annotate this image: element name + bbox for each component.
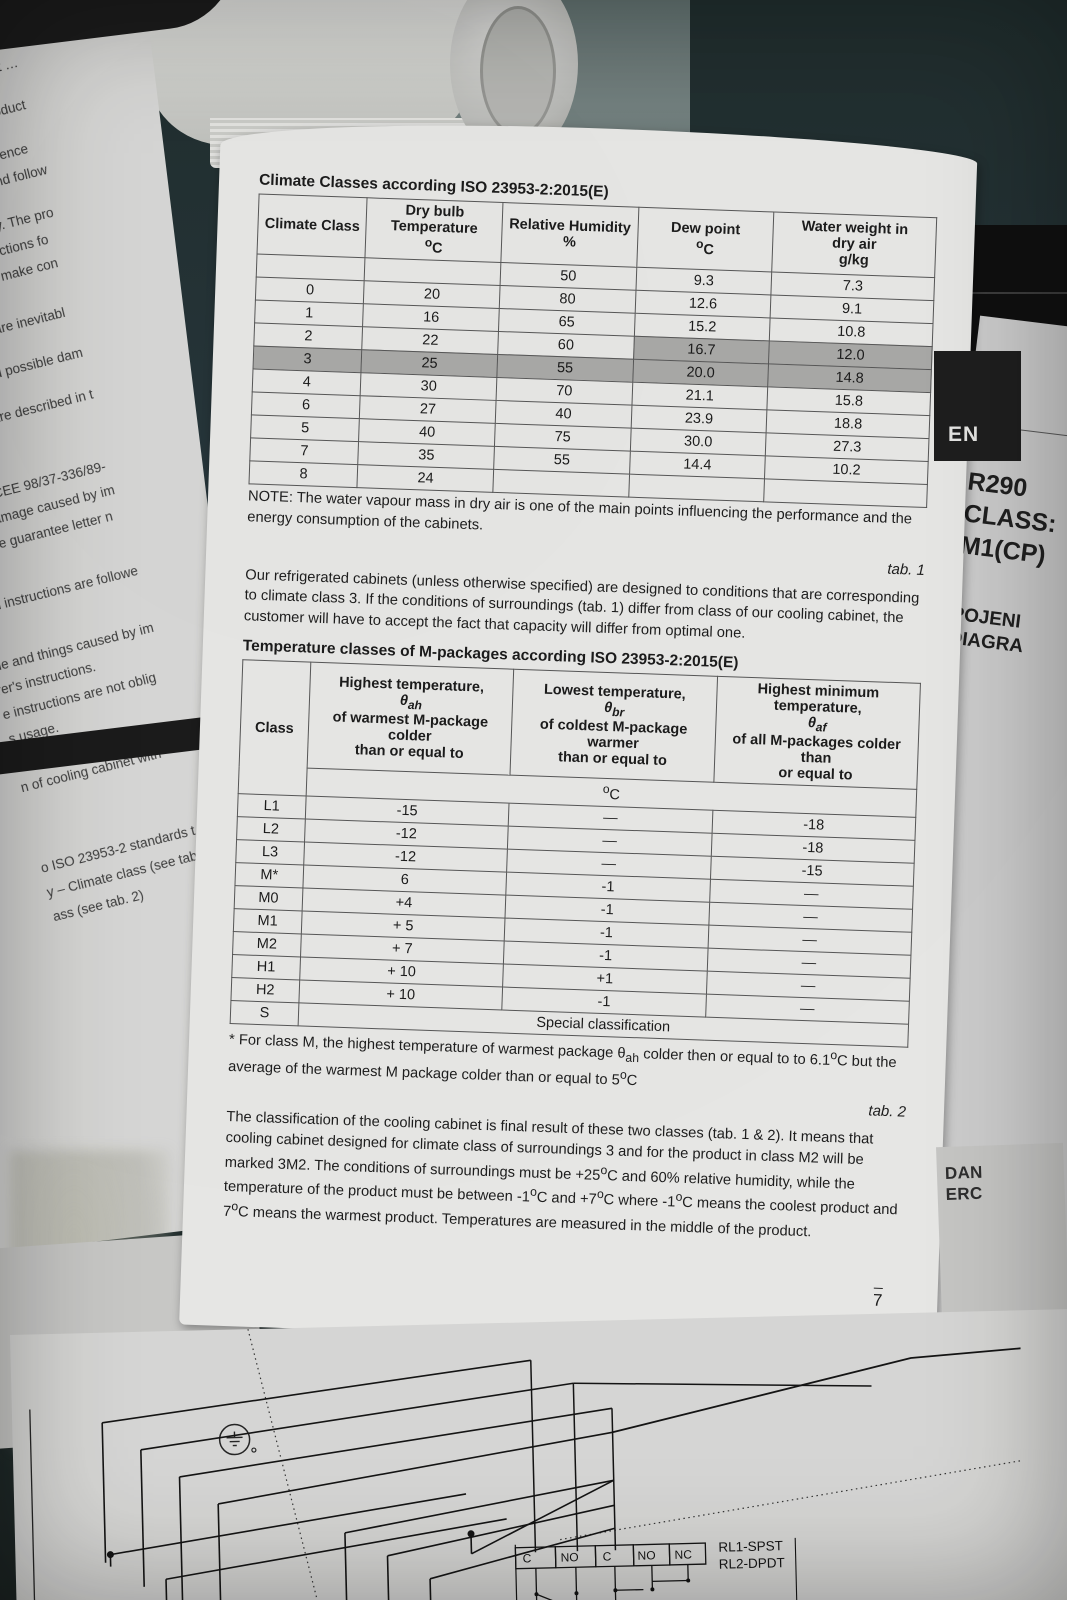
svg-text:C: C	[602, 1549, 611, 1563]
svg-text:NC: NC	[674, 1547, 692, 1561]
svg-text:C: C	[522, 1551, 531, 1565]
svg-text:NO: NO	[637, 1548, 655, 1562]
svg-text:RL2-DPDT: RL2-DPDT	[719, 1555, 785, 1572]
svg-text:NO: NO	[560, 1550, 578, 1564]
svg-text:RL1-SPST: RL1-SPST	[718, 1538, 783, 1555]
